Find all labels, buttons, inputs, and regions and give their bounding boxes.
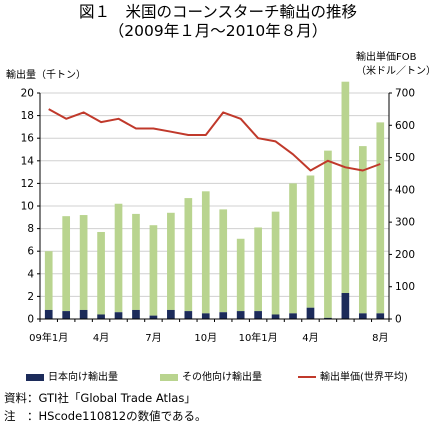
right-tick-label: 300	[395, 217, 415, 229]
bar-japan	[62, 311, 71, 319]
chart-subtitle: （2009年１月〜2010年８月）	[108, 22, 328, 40]
x-tick-label: 10年1月	[239, 331, 278, 344]
bar-other	[324, 150, 332, 318]
bar-other	[97, 231, 105, 315]
bar-japan	[341, 293, 350, 319]
left-tick-label: 6	[27, 246, 34, 258]
bar-japan	[149, 315, 158, 319]
footnote: 注 ：HScode110812の数値である。	[4, 409, 207, 423]
bar-other	[289, 183, 297, 314]
bar-other	[306, 175, 315, 308]
bar-other	[254, 227, 262, 312]
legend-item-other: その他向け輸出量	[160, 371, 262, 385]
right-tick-label: 200	[395, 249, 415, 261]
bar-japan	[114, 312, 123, 319]
bar-japan	[79, 309, 88, 319]
x-tick-label: 4月	[93, 332, 109, 344]
right-tick-label: 500	[395, 152, 415, 164]
price-line	[48, 108, 381, 172]
bar-other	[219, 209, 228, 313]
left-tick-label: 14	[21, 155, 35, 167]
bar-japan	[97, 314, 105, 319]
bar-japan	[184, 311, 193, 319]
right-tick-label: 600	[395, 120, 415, 132]
right-axis-label: 輸出単価FOB	[356, 52, 417, 63]
x-tick-label: 7月	[145, 332, 161, 344]
bar-japan	[306, 307, 315, 319]
bar-other	[167, 212, 175, 310]
source-note: 資料：GTI社「Global Trade Atlas」	[4, 391, 196, 405]
legend-item-japan: 日本向け輸出量	[26, 371, 118, 385]
x-tick-label: 10月	[194, 332, 217, 344]
legend-swatch-japan	[26, 373, 44, 381]
left-tick-label: 20	[21, 88, 34, 100]
bar-other	[132, 213, 140, 310]
bar-other	[358, 146, 367, 314]
right-tick-label: 400	[395, 184, 415, 196]
bar-japan	[376, 313, 385, 319]
left-tick-label: 12	[21, 178, 34, 190]
x-tick-label: 09年1月	[29, 331, 68, 344]
right-tick-label: 0	[395, 314, 402, 326]
bar-other	[62, 216, 71, 312]
legend-swatch-other	[160, 373, 178, 381]
legend-item-price: 輸出単価(世界平均)	[298, 371, 408, 385]
chart-title: 図１ 米国のコーンスターチ輸出の推移	[79, 3, 357, 21]
x-tick-label: 8月	[372, 332, 388, 344]
bar-japan	[44, 309, 53, 319]
left-axis-label: 輸出量（千トン）	[6, 70, 86, 81]
bar-japan	[132, 309, 140, 319]
chart-svg: 0246810121416182001002003004005006007000…	[21, 81, 415, 344]
bar-japan	[289, 313, 297, 319]
bar-other	[114, 203, 123, 313]
bar-japan	[167, 309, 175, 319]
bar-japan	[358, 313, 367, 319]
bar-other	[201, 191, 210, 314]
left-tick-label: 16	[21, 133, 35, 145]
legend-label-other: その他向け輸出量	[182, 372, 262, 383]
bar-other	[376, 122, 385, 314]
bar-japan	[201, 313, 210, 319]
legend-label-price: 輸出単価(世界平均)	[320, 372, 408, 383]
left-tick-label: 8	[27, 223, 34, 235]
bar-japan	[219, 312, 228, 319]
x-tick-label: 4月	[302, 332, 318, 344]
bar-other	[79, 215, 88, 310]
left-tick-label: 4	[27, 268, 34, 280]
bar-japan	[236, 311, 245, 319]
bar-japan	[324, 317, 332, 319]
bar-other	[271, 211, 280, 315]
legend-swatch-price	[298, 376, 316, 378]
right-tick-label: 700	[395, 88, 415, 100]
left-tick-label: 0	[27, 314, 34, 326]
right-tick-label: 100	[395, 281, 415, 293]
bar-japan	[254, 311, 262, 319]
bar-other	[341, 81, 350, 294]
left-tick-label: 10	[21, 201, 34, 213]
right-axis-unit: （米ドル／トン）	[356, 66, 436, 77]
legend-label-japan: 日本向け輸出量	[48, 372, 118, 383]
left-tick-label: 18	[21, 110, 34, 122]
bar-other	[184, 198, 193, 312]
bar-other	[44, 251, 53, 310]
legend: 日本向け輸出量 その他向け輸出量 輸出単価(世界平均)	[0, 371, 436, 387]
left-tick-label: 2	[27, 291, 34, 303]
bar-japan	[271, 314, 280, 319]
bar-other	[149, 225, 158, 316]
bar-other	[236, 238, 245, 312]
